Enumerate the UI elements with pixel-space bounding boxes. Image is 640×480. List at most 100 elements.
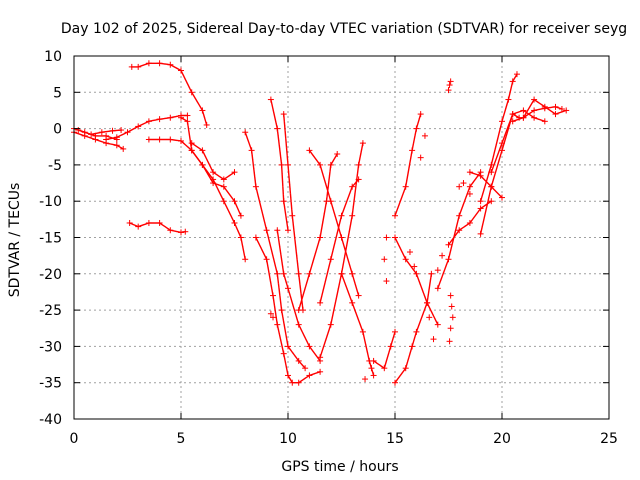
data-point [295,321,302,328]
data-point [531,114,538,121]
data-point [167,136,174,143]
data-point [220,176,227,183]
data-point [392,234,398,241]
data-point [263,256,270,263]
y-tick-label: -40 [39,412,62,428]
data-point [167,61,174,68]
x-tick-label: 5 [177,431,186,447]
data-point [156,60,163,67]
data-point [280,270,287,277]
y-tick-label: -5 [48,158,62,174]
data-point [156,136,163,143]
series-line [308,149,360,297]
data-point [445,87,452,94]
series-arc-19 [340,272,375,377]
data-point [289,212,296,219]
data-point [488,183,495,190]
data-point [252,234,259,241]
data-point [199,161,206,168]
data-point [409,147,416,154]
data-point [285,227,291,234]
data-point [306,147,313,154]
data-point [509,111,516,118]
data-point [402,256,409,263]
data-point [392,212,398,219]
data-point [402,183,409,190]
data-point [355,161,362,168]
data-point [448,303,455,310]
data-point [499,147,505,154]
data-point [413,328,420,335]
data-point [306,270,313,277]
series-line [490,109,546,174]
data-point [392,379,398,386]
chart-title: Day 102 of 2025, Sidereal Day-to-day VTE… [61,21,627,37]
data-point [210,169,217,176]
data-point [98,129,105,136]
data-point [456,183,463,190]
series-line [73,131,125,150]
data-point [362,376,369,383]
data-point [306,343,313,350]
data-point [428,270,435,277]
series-line [479,73,518,203]
data-point [270,314,277,321]
data-point [456,212,463,219]
data-point [359,140,366,147]
data-point [113,142,120,149]
series-line [105,114,189,141]
y-tick-label: 0 [53,122,62,138]
data-point [552,103,559,110]
data-point [274,321,281,328]
data-point [413,270,420,277]
series-line [394,273,433,384]
data-point [231,198,238,205]
data-point [409,343,416,350]
data-point [446,338,453,345]
data-point [135,223,142,230]
series-arc-20 [372,331,396,370]
data-point [126,219,133,226]
data-point [327,161,334,168]
data-point [113,134,120,141]
data-point [220,183,227,190]
data-point [499,140,505,147]
data-point [182,228,189,235]
data-point [447,325,454,332]
data-point [334,151,341,158]
data-point [447,78,454,85]
data-point [135,63,142,70]
data-point [370,372,377,379]
data-point [231,169,238,176]
data-point [178,137,184,144]
data-point [323,198,330,205]
series-line [254,236,321,384]
series-arc-13 [282,113,304,311]
data-point [520,107,527,114]
data-point [509,118,516,125]
data-point [513,71,520,78]
data-point [411,263,418,270]
data-point [242,256,249,263]
series-arc-28 [479,73,518,203]
x-tick-label: 10 [279,431,297,447]
series-arc-15 [308,149,360,297]
data-point [270,292,277,299]
series-line [276,229,322,362]
data-point [199,147,206,154]
data-point [477,198,484,205]
y-tick-label: -35 [39,376,62,392]
series-arc-5 [131,62,208,126]
series-arc-16 [297,153,339,311]
data-point [355,292,362,299]
series-arc-7 [180,116,247,261]
series-arc-11 [254,236,321,384]
data-point [156,219,163,226]
series-line [282,113,304,311]
data-point [466,169,473,176]
data-point [531,96,538,103]
data-point [368,365,375,372]
series-arc-22 [394,236,439,326]
data-point [267,96,274,103]
data-point [499,118,505,125]
